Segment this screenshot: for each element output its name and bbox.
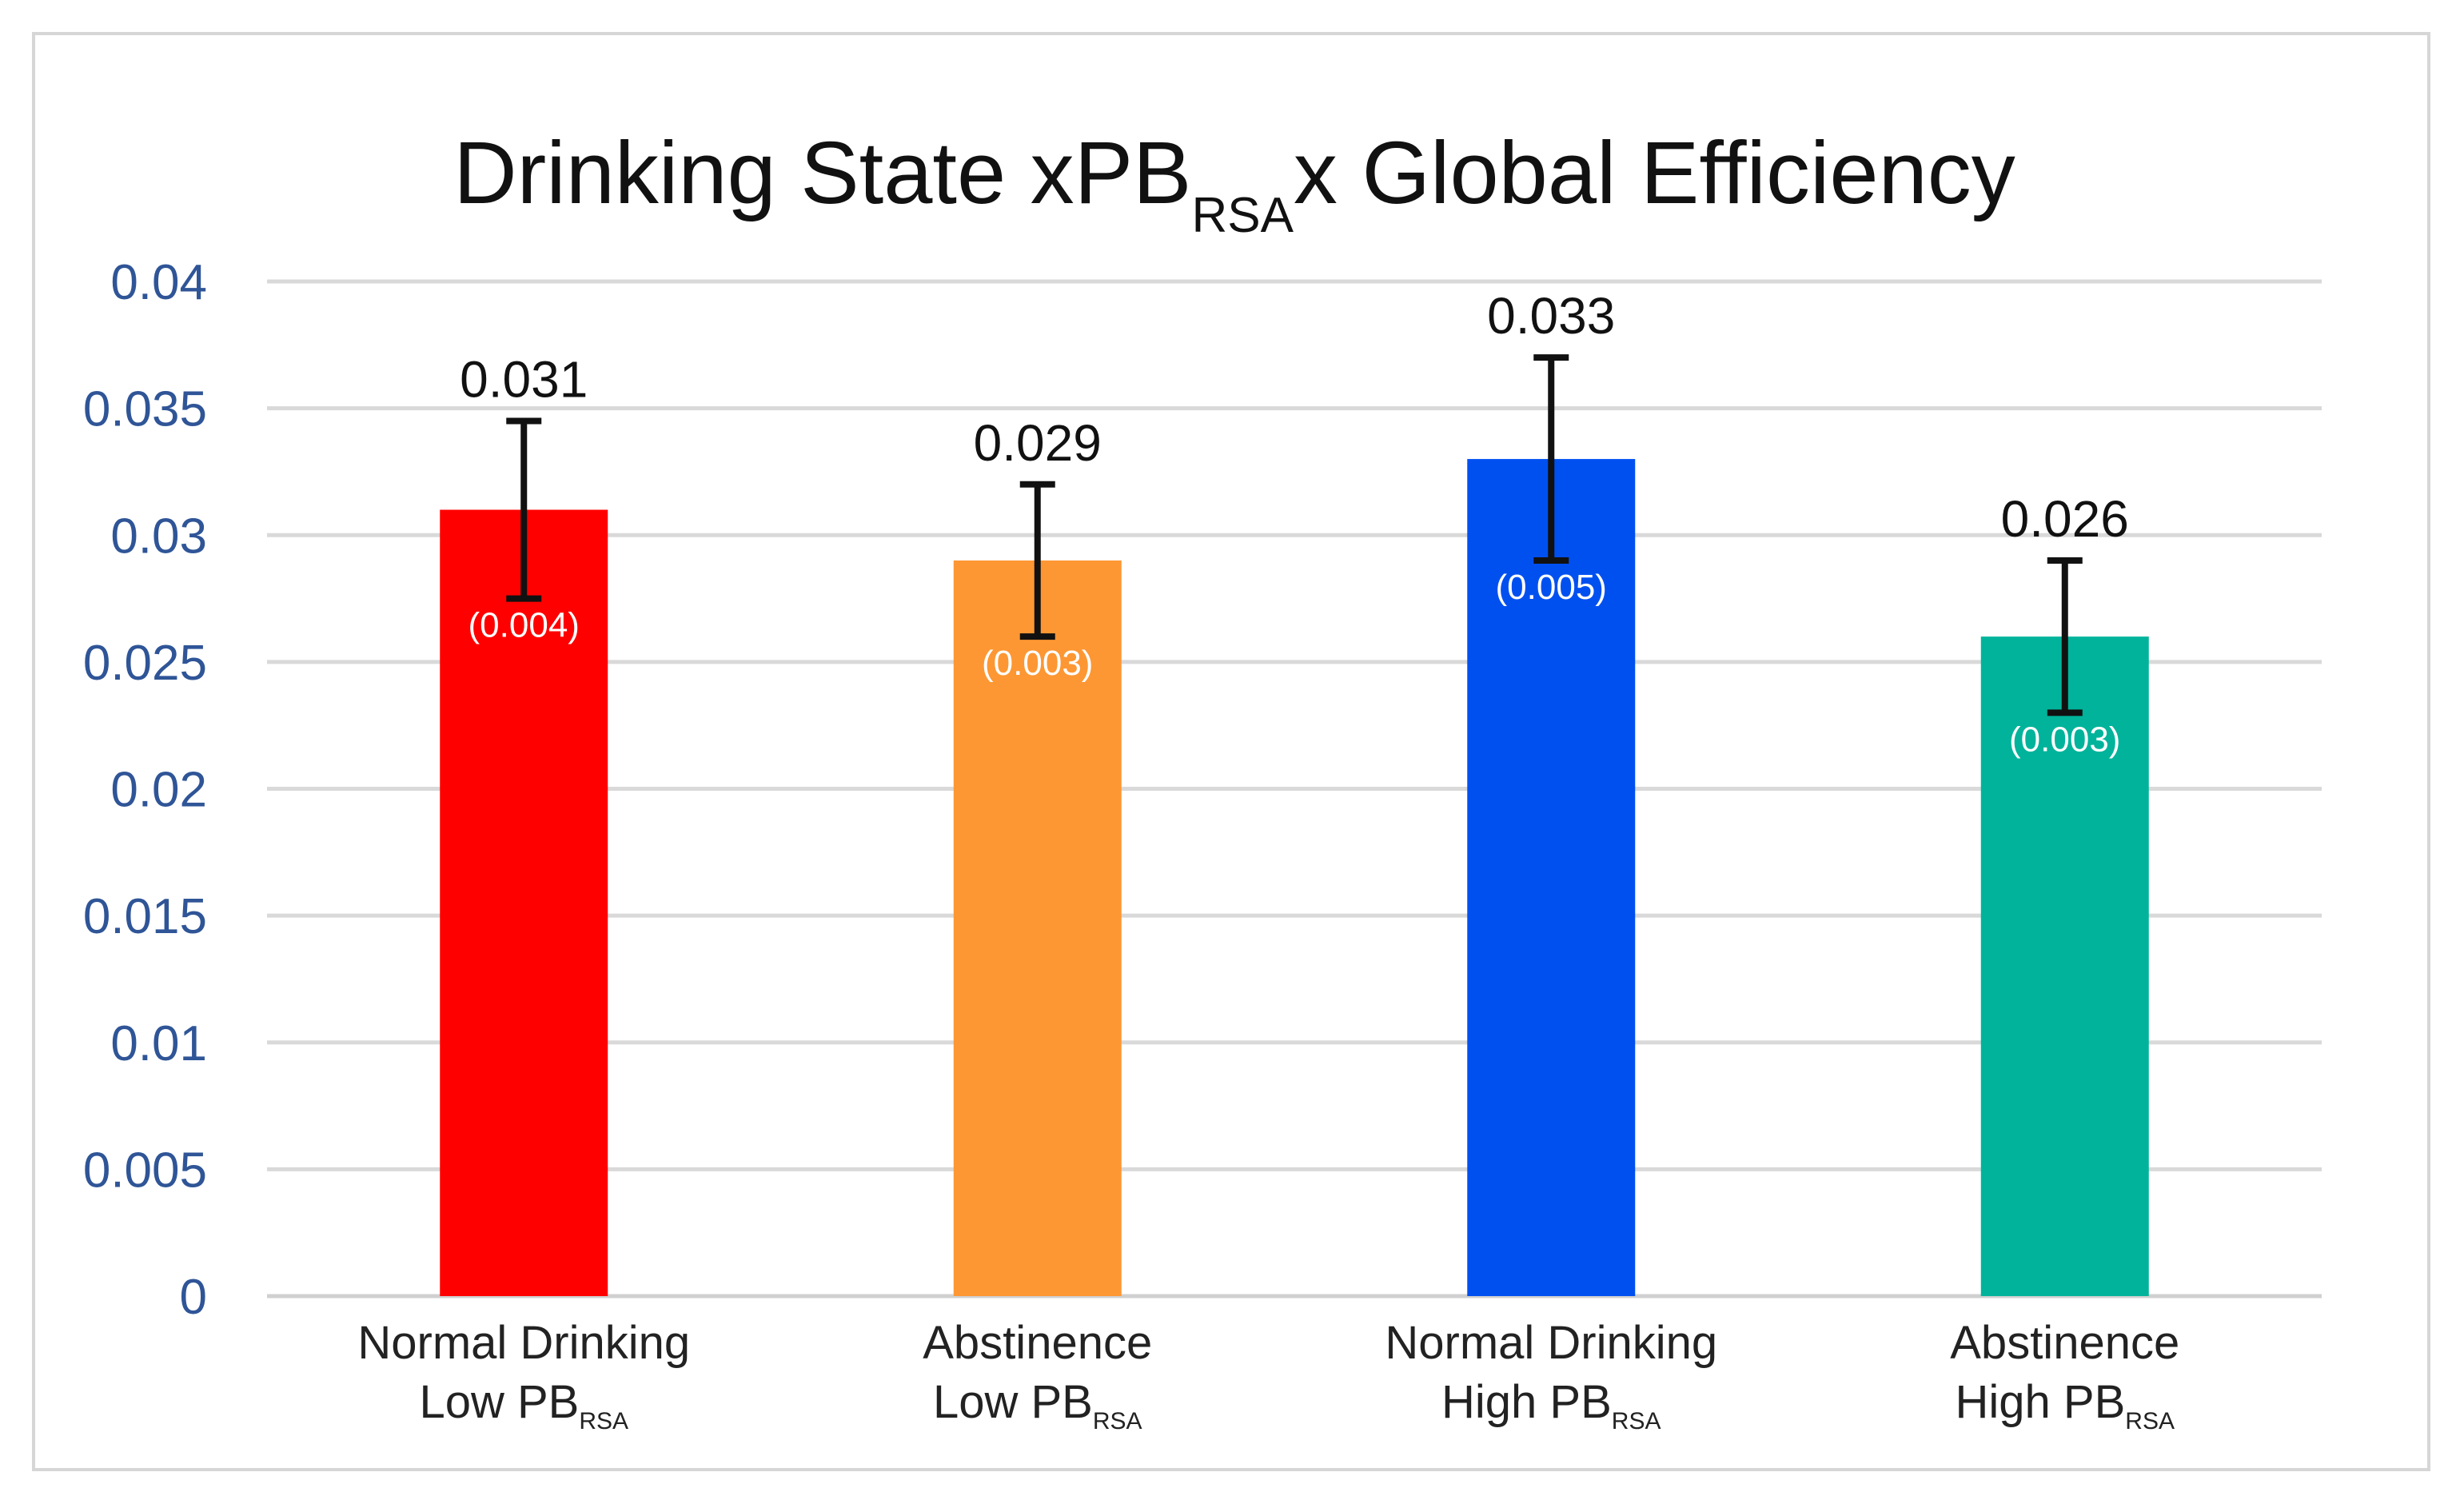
value-label: 0.029: [974, 414, 1102, 472]
x-tick-label: High PBRSA: [1441, 1376, 1661, 1434]
bar: [440, 509, 608, 1296]
x-tick-label: Abstinence: [1950, 1317, 2179, 1369]
bar-chart: Drinking State xPBRSAx Global Efficiency…: [83, 124, 2322, 1434]
title-part: PB: [1075, 124, 1192, 222]
error-label: (0.003): [2009, 720, 2120, 759]
y-tick-label: 0.025: [83, 636, 207, 691]
y-tick-label: 0.035: [83, 382, 207, 437]
x-tick-subscript: RSA: [2125, 1408, 2175, 1434]
y-tick-label: 0.005: [83, 1143, 207, 1198]
error-label: (0.003): [982, 644, 1093, 683]
chart-title: Drinking State xPBRSAx Global Efficiency: [453, 124, 2015, 243]
bar: [1980, 636, 2149, 1296]
error-bar: [2047, 557, 2083, 716]
y-tick-label: 0: [180, 1270, 207, 1325]
x-tick-main: Low PB: [419, 1376, 579, 1428]
x-tick-main: High PB: [1441, 1376, 1612, 1428]
x-tick-label: Normal Drinking: [357, 1317, 690, 1369]
x-tick-label: Low PBRSA: [419, 1376, 628, 1434]
x-tick-label: Normal Drinking: [1385, 1317, 1717, 1369]
x-tick-subscript: RSA: [1093, 1408, 1142, 1434]
title-part: Drinking State x: [453, 124, 1074, 222]
y-tick-label: 0.02: [110, 763, 207, 818]
title-part: RSA: [1191, 188, 1294, 243]
gridlines: [267, 279, 2322, 1299]
y-tick-label: 0.03: [110, 509, 207, 564]
error-label: (0.005): [1496, 568, 1607, 607]
x-tick-subscript: RSA: [1612, 1408, 1661, 1434]
bars: [440, 459, 2149, 1297]
chart-frame: Drinking State xPBRSAx Global Efficiency…: [32, 32, 2430, 1471]
x-tick-label: Low PBRSA: [933, 1376, 1142, 1434]
error-bar: [506, 417, 542, 602]
error-label: (0.004): [468, 606, 580, 645]
bar: [953, 560, 1122, 1296]
x-tick-subscript: RSA: [579, 1408, 628, 1434]
x-tick-main: High PB: [1956, 1376, 2126, 1428]
value-label: 0.033: [1487, 287, 1615, 345]
y-tick-label: 0.04: [110, 255, 207, 310]
y-axis-ticks: 0 0.005 0.01 0.015 0.02 0.025 0.03 0.035 0.04: [83, 255, 207, 1325]
y-tick-label: 0.01: [110, 1016, 207, 1071]
value-label: 0.031: [460, 350, 588, 408]
error-bar: [1019, 481, 1055, 640]
data-labels: 0.031 (0.004) 0.029 (0.003) 0.033 (0.005) 0.02…: [460, 287, 2129, 759]
value-label: 0.026: [2001, 490, 2129, 548]
error-bar: [1533, 354, 1569, 564]
bar: [1467, 459, 1636, 1297]
x-tick-main: Low PB: [933, 1376, 1093, 1428]
x-tick-label: Abstinence: [923, 1317, 1152, 1369]
x-tick-label: High PBRSA: [1956, 1376, 2175, 1434]
error-bars: [506, 354, 2083, 716]
y-tick-label: 0.015: [83, 889, 207, 944]
title-part: x Global Efficiency: [1294, 124, 2015, 222]
